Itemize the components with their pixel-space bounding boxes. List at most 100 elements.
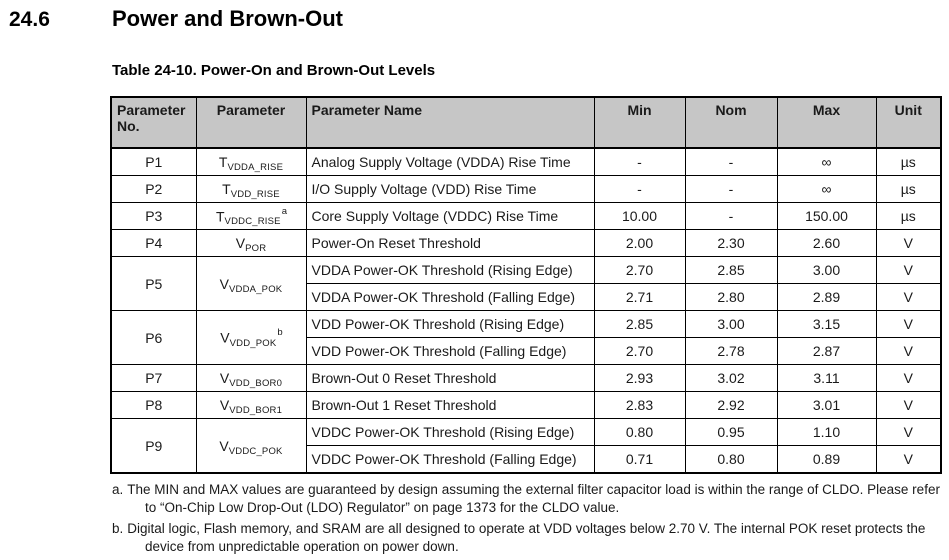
header-min: Min [593,96,686,149]
param-name-cell: VDDC Power-OK Threshold (Falling Edge) [305,445,595,474]
max-cell: 3.11 [776,364,877,392]
param-symbol-cell: VVDD_POKb [195,310,307,365]
param-name-cell: VDD Power-OK Threshold (Rising Edge) [305,310,595,338]
table-row: P5 VVDDA_POK VDDA Power-OK Threshold (Risi… [110,256,942,311]
param-no-cell: P6 [110,310,197,365]
max-cell: 3.00 [776,256,877,284]
nom-cell: 0.95 [684,418,778,446]
section-title: Power and Brown-Out [112,6,343,31]
header-unit: Unit [875,96,942,149]
param-name-cell: Brown-Out 1 Reset Threshold [305,391,595,419]
min-cell: 0.71 [593,445,686,474]
param-name-cell: I/O Supply Voltage (VDD) Rise Time [305,175,595,203]
unit-cell: V [875,229,942,257]
unit-cell: V [875,391,942,419]
min-cell: 2.71 [593,283,686,311]
min-cell: 2.85 [593,310,686,338]
nom-cell: 2.80 [684,283,778,311]
param-name-cell: Core Supply Voltage (VDDC) Rise Time [305,202,595,230]
unit-cell: µs [875,202,942,230]
table-header: Parameter No. Parameter Parameter Name M… [110,96,942,149]
max-cell: 3.15 [776,310,877,338]
param-no-cell: P4 [110,229,197,257]
table-row: P8 VVDD_BOR1 Brown-Out 1 Reset Threshold 2.… [110,391,942,419]
param-symbol-cell: VVDDA_POK [195,256,307,311]
max-cell: 2.87 [776,337,877,365]
param-symbol-cell: VVDD_BOR0 [195,364,307,392]
unit-cell: V [875,310,942,338]
table-row: VDD Power-OK Threshold (Falling Edge) 2.7… [111,337,942,365]
unit-cell: µs [875,175,942,203]
max-cell: ∞ [776,175,877,203]
param-no-cell: P3 [110,202,197,230]
param-no-cell: P7 [110,364,197,392]
param-symbol-cell: TVDD_RISE [195,175,307,203]
param-no-cell: P9 [110,418,197,474]
table-row: P3 TVDDC_RISEa Core Supply Voltage (VDDC) … [110,202,942,230]
param-name-cell: VDDA Power-OK Threshold (Falling Edge) [305,283,595,311]
min-cell: - [593,175,686,203]
header-parameter: Parameter [195,96,307,149]
unit-cell: V [875,445,942,474]
param-name-cell: Analog Supply Voltage (VDDA) Rise Time [305,147,595,176]
max-cell: 1.10 [776,418,877,446]
min-cell: 10.00 [593,202,686,230]
table-body: P1 TVDDA_RISE Analog Supply Voltage (VDDA)… [110,147,942,474]
param-name-cell: Brown-Out 0 Reset Threshold [305,364,595,392]
unit-cell: V [875,337,942,365]
nom-cell: 3.02 [684,364,778,392]
nom-cell: - [684,147,778,176]
min-cell: 2.70 [593,256,686,284]
table-row: VDDC Power-OK Threshold (Falling Edge) 0.… [111,445,942,474]
table-row: P4 VPOR Power-On Reset Threshold 2.00 2.30 2.… [110,229,942,257]
unit-cell: V [875,256,942,284]
param-no-cell: P8 [110,391,197,419]
nom-cell: - [684,175,778,203]
param-symbol-cell: TVDDC_RISEa [195,202,307,230]
max-cell: 3.01 [776,391,877,419]
footnote-b-text: Digital logic, Flash memory, and SRAM ar… [127,521,926,554]
footnote-a-label: a. [112,482,124,497]
table-row: P6 VVDD_POKb VDD Power-OK Threshold (Risin… [110,310,942,365]
nom-cell: 2.30 [684,229,778,257]
nom-cell: 2.85 [684,256,778,284]
min-cell: 2.93 [593,364,686,392]
param-name-cell: VDDC Power-OK Threshold (Rising Edge) [305,418,595,446]
param-name-cell: VDD Power-OK Threshold (Falling Edge) [305,337,595,365]
table-caption: Table 24-10. Power-On and Brown-Out Leve… [112,62,436,79]
section-number: 24.6 [9,8,50,31]
max-cell: 2.89 [776,283,877,311]
table-row: P2 TVDD_RISE I/O Supply Voltage (VDD) Rise… [110,175,942,203]
table-footnotes: a. The MIN and MAX values are guaranteed … [112,481,944,559]
param-symbol-cell: VVDD_BOR1 [195,391,307,419]
param-name-cell: VDDA Power-OK Threshold (Rising Edge) [305,256,595,284]
nom-cell: 3.00 [684,310,778,338]
header-parameter-no: Parameter No. [110,96,197,149]
min-cell: - [593,147,686,176]
footnote-a: a. The MIN and MAX values are guaranteed … [112,481,944,516]
unit-cell: V [875,283,942,311]
param-no-cell: P5 [110,256,197,311]
param-name-cell: Power-On Reset Threshold [305,229,595,257]
table-row: P1 TVDDA_RISE Analog Supply Voltage (VDDA)… [110,147,942,176]
footnote-b: b. Digital logic, Flash memory, and SRAM … [112,520,944,555]
unit-cell: V [875,418,942,446]
nom-cell: 2.92 [684,391,778,419]
unit-cell: µs [875,147,942,176]
header-row: Parameter No. Parameter Parameter Name M… [110,96,942,149]
table-row: VDDA Power-OK Threshold (Falling Edge) 2.… [111,283,942,311]
param-symbol-cell: VVDDC_POK [195,418,307,474]
max-cell: 0.89 [776,445,877,474]
nom-cell: - [684,202,778,230]
unit-cell: V [875,364,942,392]
header-parameter-name: Parameter Name [305,96,595,149]
footnote-b-label: b. [112,521,124,537]
min-cell: 0.80 [593,418,686,446]
table-row: P9 VVDDC_POK VDDC Power-OK Threshold (Risi… [110,418,942,474]
table-row: P7 VVDD_BOR0 Brown-Out 0 Reset Threshold 2.… [110,364,942,392]
min-cell: 2.00 [593,229,686,257]
min-cell: 2.83 [593,391,686,419]
footnote-a-text: The MIN and MAX values are guaranteed by… [127,482,940,515]
param-no-cell: P2 [110,175,197,203]
